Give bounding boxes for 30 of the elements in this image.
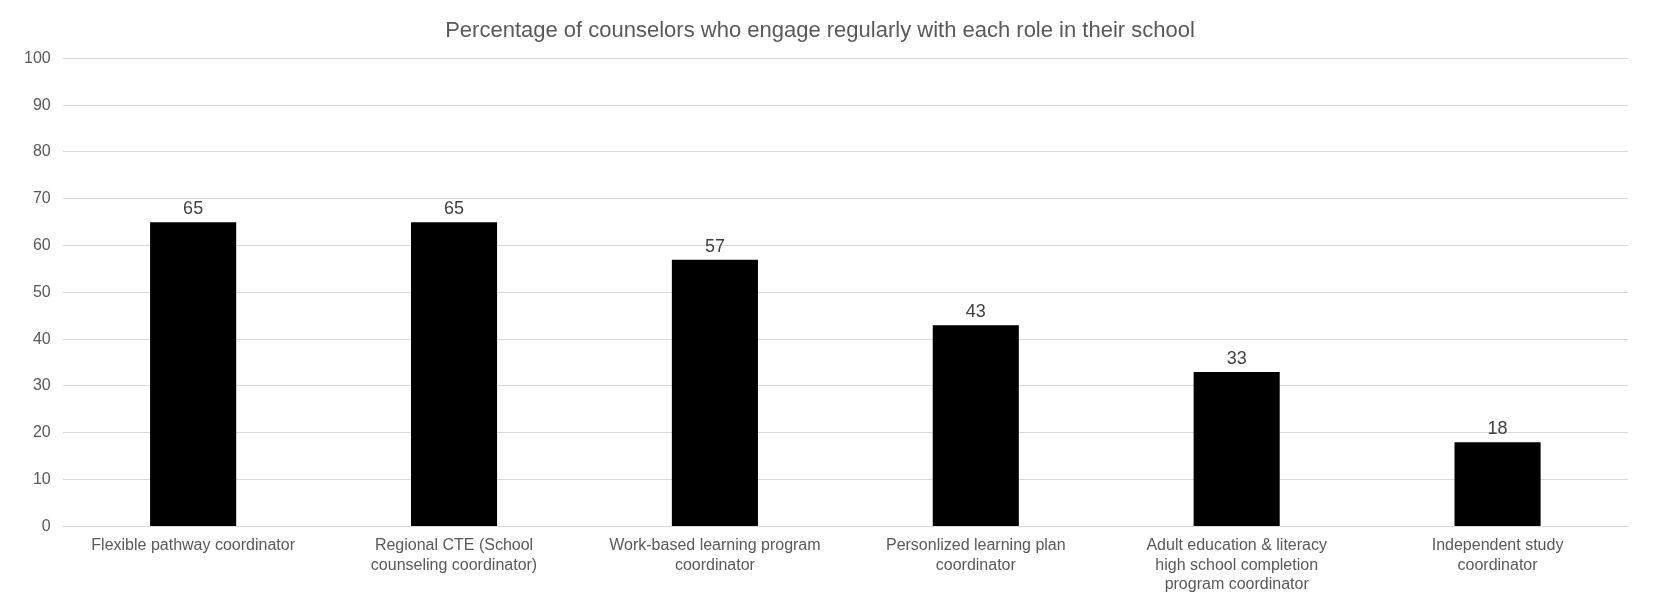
data-label: 33	[1226, 347, 1247, 368]
x-tick-label: Work-based learning program coordinator	[609, 536, 821, 573]
x-tick-label: Adult education & literacy high school completion program coordinator	[1146, 536, 1327, 592]
y-tick-label: 100	[23, 48, 51, 66]
y-tick-label: 80	[32, 142, 51, 160]
bar	[671, 259, 758, 526]
bar	[150, 222, 237, 526]
x-tick-label: Independent study coordinator	[1431, 536, 1564, 573]
y-tick-label: 60	[32, 236, 51, 254]
x-tick-label: Regional CTE (School counseling coordinator)	[370, 536, 538, 573]
bar	[932, 325, 1019, 526]
y-tick-label: 70	[32, 189, 51, 207]
bar	[1193, 371, 1280, 526]
y-tick-label: 0	[41, 516, 51, 534]
data-label: 43	[965, 301, 986, 322]
y-tick-label: 30	[32, 376, 51, 394]
y-tick-label: 20	[32, 423, 51, 441]
y-tick-label: 40	[32, 329, 51, 347]
y-tick-label: 50	[32, 282, 51, 300]
bar	[1454, 442, 1541, 526]
data-label: 57	[704, 235, 725, 256]
x-tick-label: Personlized learning plan coordinator	[885, 536, 1066, 573]
data-label: 65	[444, 198, 465, 219]
bar	[410, 222, 498, 526]
x-tick-label: Flexible pathway coordinator	[91, 536, 296, 554]
y-tick-label: 10	[32, 470, 51, 488]
chart-title: Percentage of counselors who engage regularly with each role in their school	[445, 17, 1195, 43]
y-tick-label: 90	[32, 95, 51, 113]
data-label: 18	[1487, 418, 1508, 439]
data-label: 65	[183, 198, 204, 219]
